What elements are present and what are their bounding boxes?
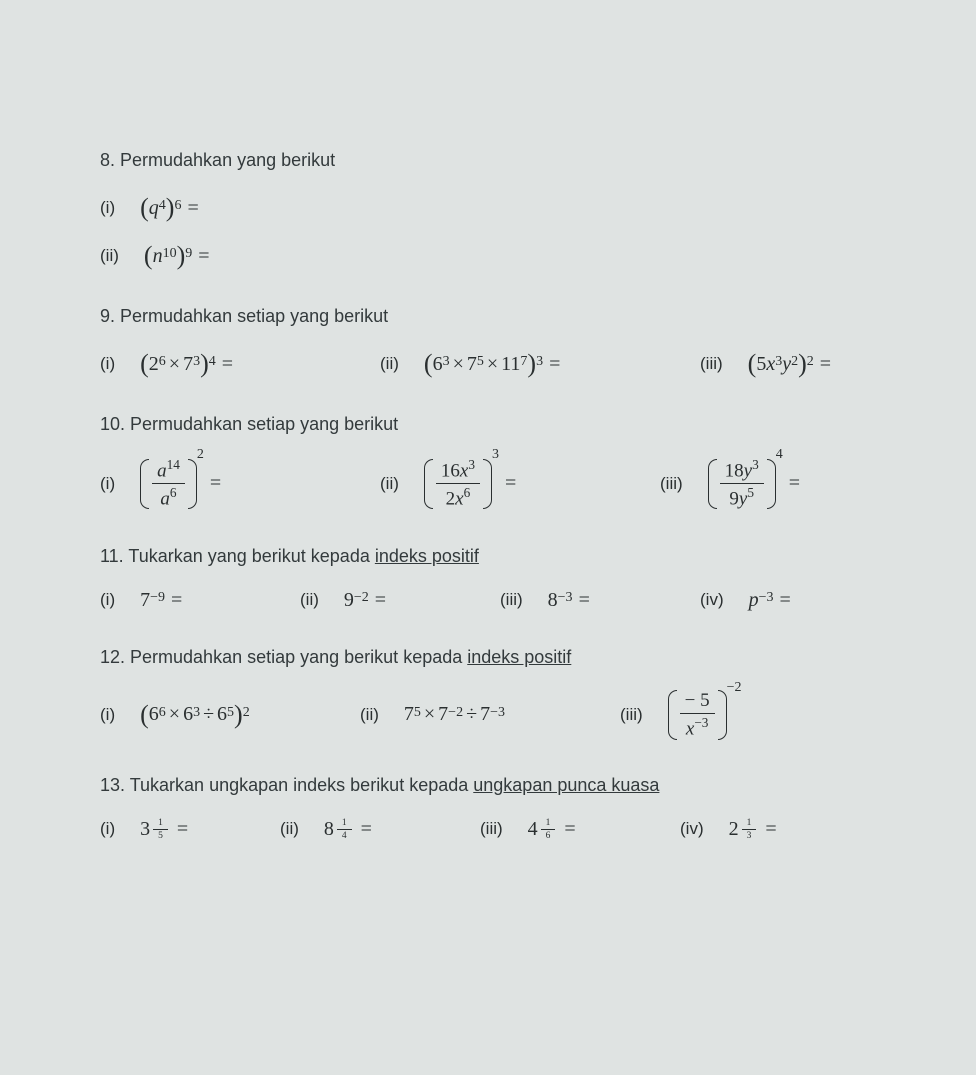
part-label: (iii) bbox=[500, 590, 523, 610]
q8-part-i: (i) (q4)6= bbox=[100, 193, 205, 223]
q12-iii-expression: − 5x−3−2 bbox=[668, 690, 742, 740]
q11-iv-expression: p−3= bbox=[749, 589, 797, 612]
q9-part-ii: (ii) (63×75×117)3= bbox=[380, 349, 700, 379]
q8-i-expression: (q4)6= bbox=[140, 193, 205, 223]
part-label: (ii) bbox=[300, 590, 319, 610]
q13-title-pre: 13. Tukarkan ungkapan indeks berikut kep… bbox=[100, 775, 473, 795]
q11-ii-expression: 9−2= bbox=[344, 589, 392, 612]
q12-ii-expression: 75×7−2÷7−3 bbox=[404, 703, 505, 726]
q8-part-ii: (ii) (n10)9= bbox=[100, 241, 216, 271]
q11-part-iv: (iv) p−3= bbox=[700, 589, 797, 612]
q9-i-expression: (26×73)4= bbox=[140, 349, 239, 379]
question-8: 8. Permudahkan yang berikut (i) (q4)6= (… bbox=[100, 150, 886, 271]
q10-iii-expression: 18y39y54= bbox=[708, 457, 806, 511]
q10-i-expression: a14a62= bbox=[140, 457, 227, 511]
part-label: (ii) bbox=[100, 246, 119, 266]
q11-part-i: (i) 7−9= bbox=[100, 589, 300, 612]
part-label: (ii) bbox=[380, 474, 399, 494]
q10-part-ii: (ii) 16x32x63= bbox=[380, 457, 660, 511]
part-label: (iii) bbox=[620, 705, 643, 725]
question-12: 12. Permudahkan setiap yang berikut kepa… bbox=[100, 647, 886, 740]
part-label: (ii) bbox=[360, 705, 379, 725]
q13-i-expression: 315= bbox=[140, 818, 194, 841]
part-label: (iii) bbox=[700, 354, 723, 374]
q9-part-iii: (iii) (5x3y2)2= bbox=[700, 349, 837, 379]
q13-part-iv: (iv) 213= bbox=[680, 818, 783, 841]
q10-part-i: (i) a14a62= bbox=[100, 457, 380, 511]
part-label: (iii) bbox=[660, 474, 683, 494]
q12-title-underline: indeks positif bbox=[467, 647, 571, 667]
part-label: (ii) bbox=[280, 819, 299, 839]
part-label: (i) bbox=[100, 198, 115, 218]
q13-ii-expression: 814= bbox=[324, 818, 378, 841]
question-13: 13. Tukarkan ungkapan indeks berikut kep… bbox=[100, 775, 886, 841]
q13-iv-expression: 213= bbox=[729, 818, 783, 841]
question-11: 11. Tukarkan yang berikut kepada indeks … bbox=[100, 546, 886, 612]
q11-title-pre: 11. Tukarkan yang berikut kepada bbox=[100, 546, 375, 566]
q9-ii-expression: (63×75×117)3= bbox=[424, 349, 566, 379]
part-label: (iv) bbox=[680, 819, 704, 839]
worksheet-page: 8. Permudahkan yang berikut (i) (q4)6= (… bbox=[0, 0, 976, 916]
q12-part-iii: (iii) − 5x−3−2 bbox=[620, 690, 742, 740]
q9-iii-expression: (5x3y2)2= bbox=[748, 349, 837, 379]
q11-title: 11. Tukarkan yang berikut kepada indeks … bbox=[100, 546, 886, 567]
part-label: (i) bbox=[100, 705, 115, 725]
part-label: (iv) bbox=[700, 590, 724, 610]
q10-title: 10. Permudahkan setiap yang berikut bbox=[100, 414, 886, 435]
question-9: 9. Permudahkan setiap yang berikut (i) (… bbox=[100, 306, 886, 379]
part-label: (ii) bbox=[380, 354, 399, 374]
part-label: (i) bbox=[100, 819, 115, 839]
q9-title: 9. Permudahkan setiap yang berikut bbox=[100, 306, 886, 327]
q13-part-ii: (ii) 814= bbox=[280, 818, 480, 841]
part-label: (i) bbox=[100, 474, 115, 494]
q11-title-underline: indeks positif bbox=[375, 546, 479, 566]
q13-title: 13. Tukarkan ungkapan indeks berikut kep… bbox=[100, 775, 886, 796]
q10-ii-expression: 16x32x63= bbox=[424, 457, 522, 511]
q8-title: 8. Permudahkan yang berikut bbox=[100, 150, 886, 171]
q13-part-i: (i) 315= bbox=[100, 818, 280, 841]
q13-iii-expression: 416= bbox=[528, 818, 582, 841]
q11-part-iii: (iii) 8−3= bbox=[500, 589, 700, 612]
q9-part-i: (i) (26×73)4= bbox=[100, 349, 380, 379]
q11-part-ii: (ii) 9−2= bbox=[300, 589, 500, 612]
q10-part-iii: (iii) 18y39y54= bbox=[660, 457, 806, 511]
q12-title: 12. Permudahkan setiap yang berikut kepa… bbox=[100, 647, 886, 668]
q12-title-pre: 12. Permudahkan setiap yang berikut kepa… bbox=[100, 647, 467, 667]
question-10: 10. Permudahkan setiap yang berikut (i) … bbox=[100, 414, 886, 511]
q13-part-iii: (iii) 416= bbox=[480, 818, 680, 841]
part-label: (iii) bbox=[480, 819, 503, 839]
q13-title-underline: ungkapan punca kuasa bbox=[473, 775, 659, 795]
q12-part-ii: (ii) 75×7−2÷7−3 bbox=[360, 703, 620, 726]
q8-ii-expression: (n10)9= bbox=[144, 241, 216, 271]
q11-iii-expression: 8−3= bbox=[548, 589, 596, 612]
part-label: (i) bbox=[100, 354, 115, 374]
q12-part-i: (i) (66×63÷65)2 bbox=[100, 700, 360, 730]
q11-i-expression: 7−9= bbox=[140, 589, 188, 612]
q12-i-expression: (66×63÷65)2 bbox=[140, 700, 250, 730]
part-label: (i) bbox=[100, 590, 115, 610]
